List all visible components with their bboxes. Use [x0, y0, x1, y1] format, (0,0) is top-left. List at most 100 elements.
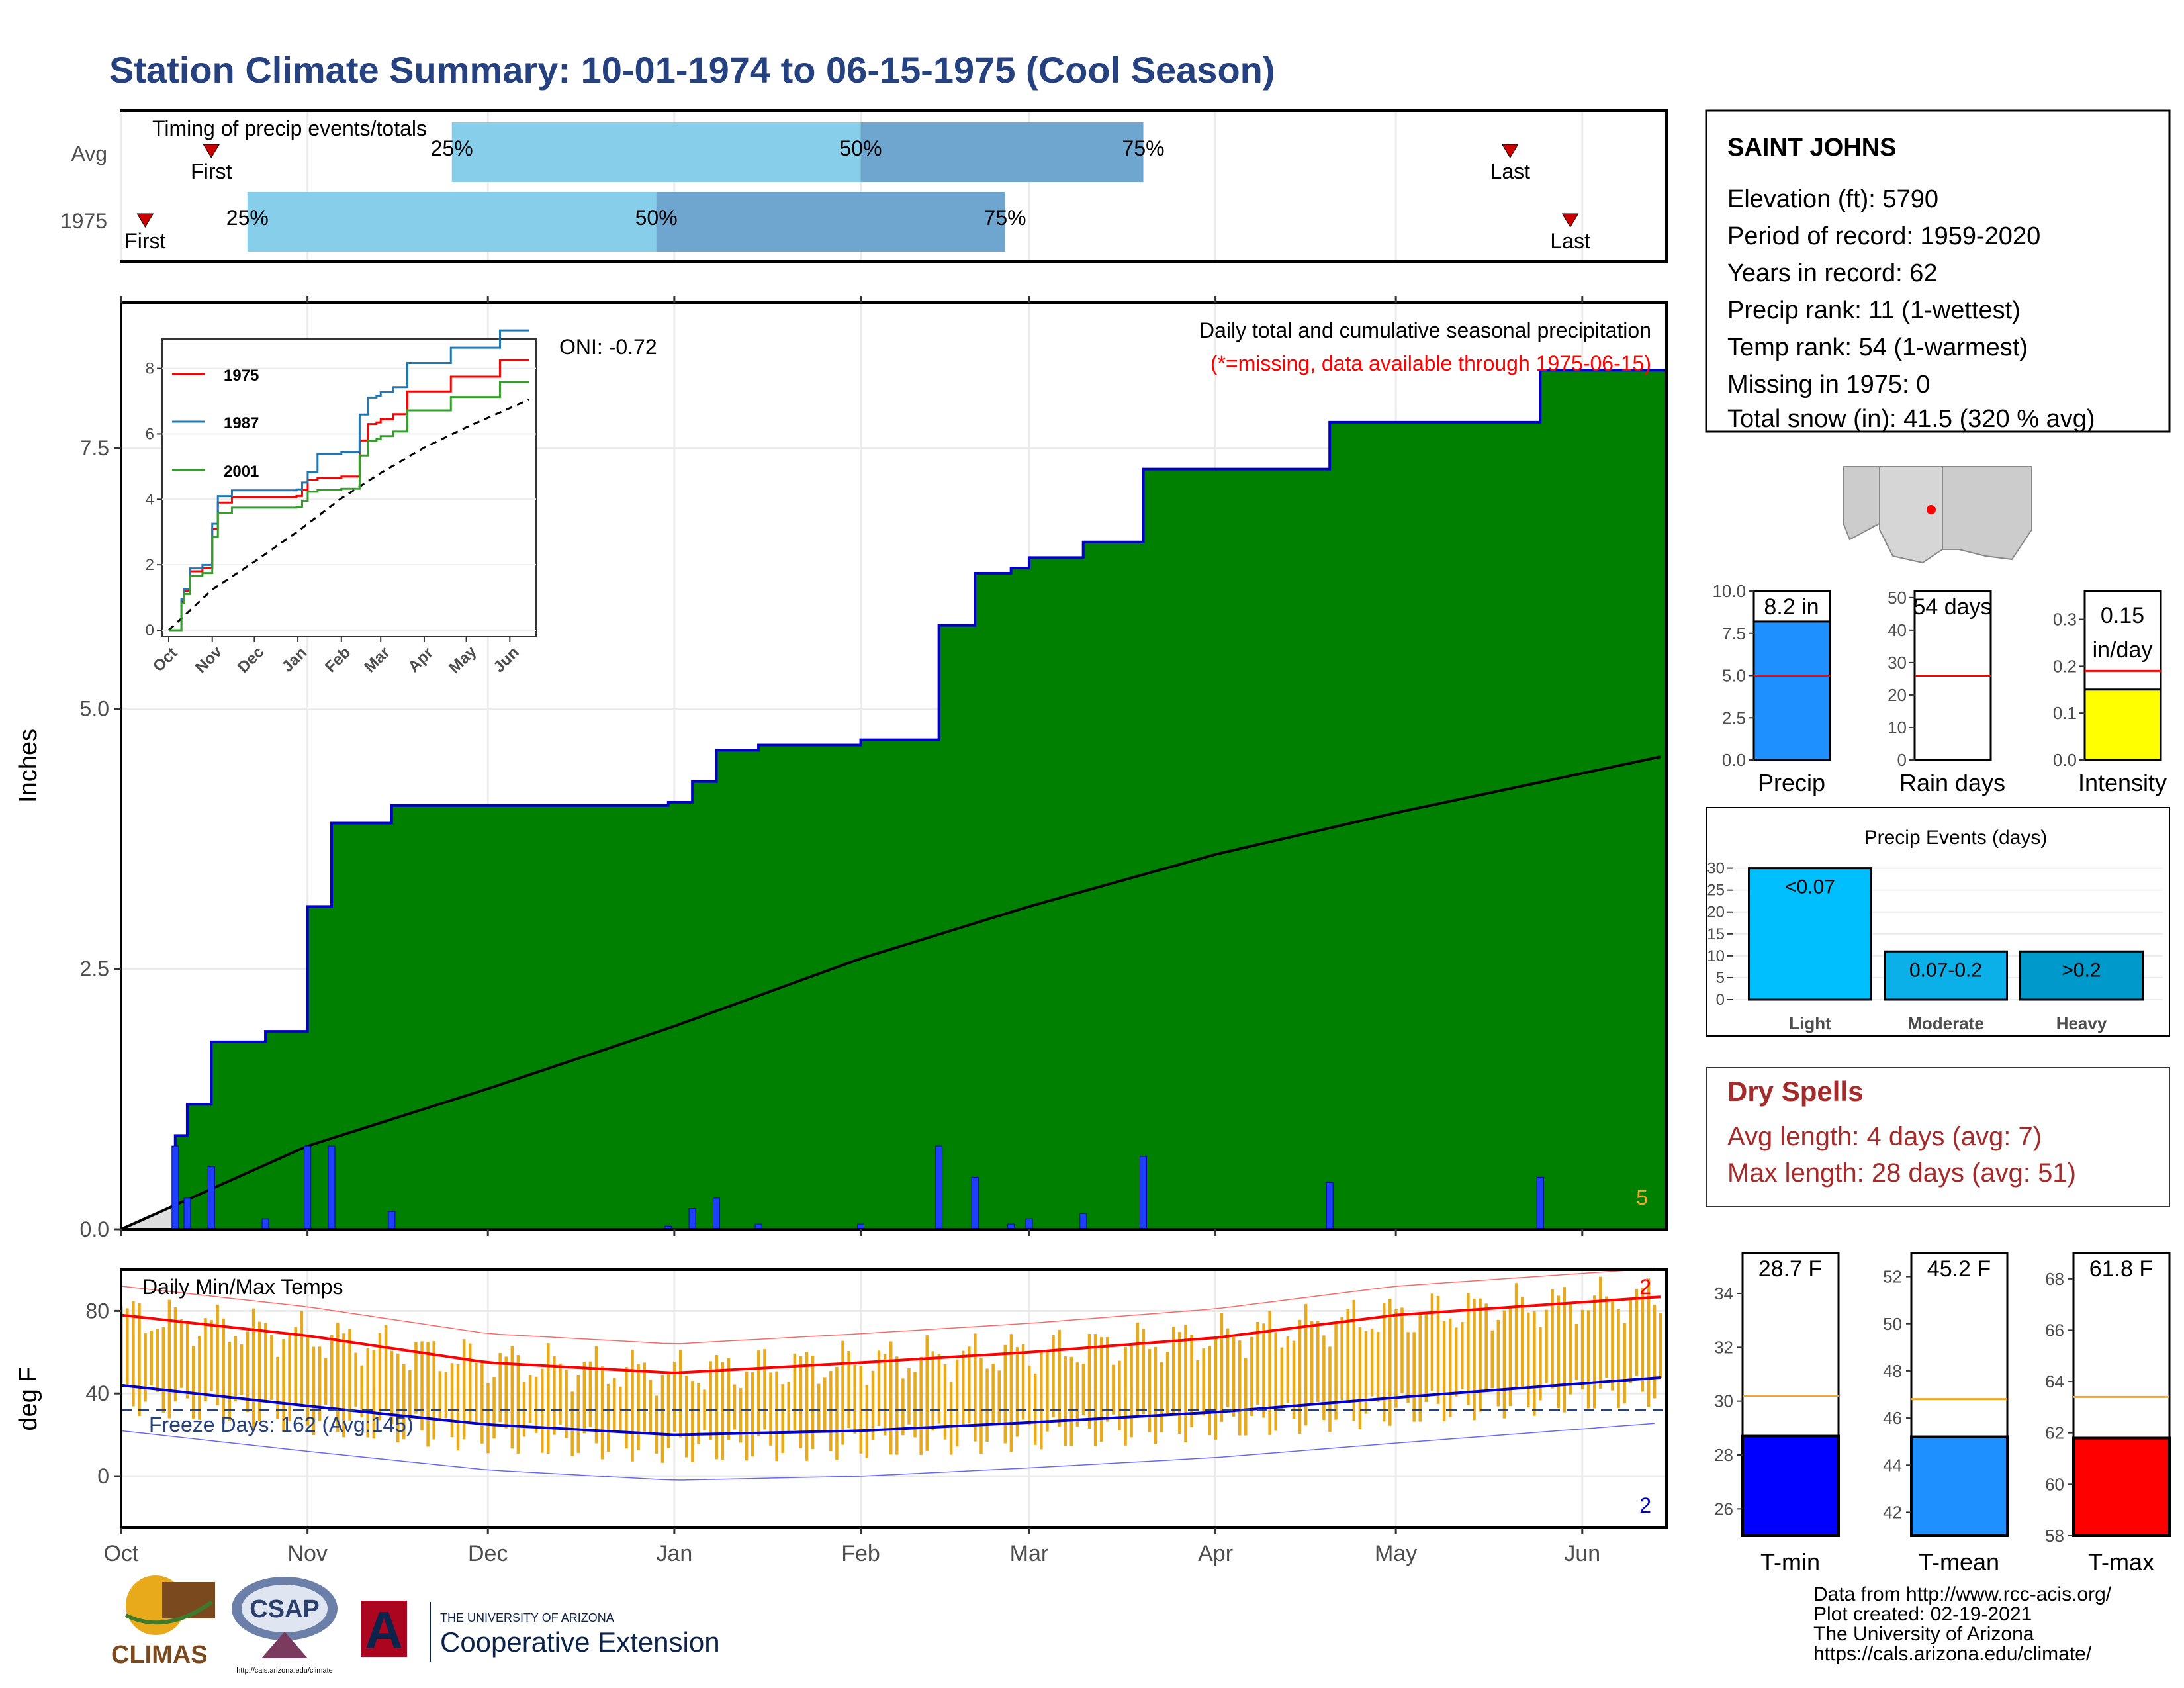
daily-temp-bar	[709, 1361, 712, 1440]
daily-temp-bar	[1286, 1336, 1290, 1403]
events-tick-label: 20	[1707, 904, 1725, 921]
inset-legend: 1975 1987 2001	[172, 367, 259, 481]
daily-temp-bar	[570, 1391, 574, 1457]
timing-pct-25: 25%	[431, 136, 473, 160]
ua-logo-letter: A	[365, 1601, 403, 1660]
daily-temp-bar	[877, 1350, 881, 1427]
daily-temp-bar	[1292, 1340, 1296, 1419]
temp-xtick-label: Jun	[1564, 1541, 1600, 1566]
daily-temp-bar	[348, 1329, 351, 1421]
daily-precip-bar	[328, 1145, 336, 1230]
daily-temp-bar	[354, 1352, 357, 1407]
precip-summary-bars: 0.0 2.5 5.0 7.5 10.0 0 10 20 30 40 50 0.0 0.1 0.2 0.3	[1712, 581, 2162, 770]
events-tick-label: 15	[1707, 925, 1725, 943]
dry-spells-title: Dry Spells	[1727, 1076, 1863, 1107]
daily-temp-bar	[685, 1375, 688, 1458]
daily-temp-bar	[192, 1345, 195, 1419]
daily-temp-bar	[769, 1372, 772, 1446]
daily-temp-bar	[1334, 1321, 1338, 1420]
daily-temp-bar	[1514, 1283, 1518, 1387]
daily-temp-bar	[781, 1384, 784, 1453]
daily-temp-bar	[672, 1362, 676, 1432]
inset-ytick-label: 8	[146, 360, 154, 378]
daily-temp-bar	[949, 1382, 953, 1455]
tmin-tick-label: 28	[1714, 1445, 1733, 1465]
daily-temp-bar	[606, 1383, 610, 1452]
temp-xtick-label: May	[1375, 1541, 1417, 1566]
daily-temp-bar	[1539, 1327, 1542, 1401]
events-category-label: Moderate	[1907, 1013, 1984, 1033]
daily-temp-bar	[565, 1369, 568, 1438]
daily-temp-bar	[1551, 1289, 1554, 1389]
temp-xtick-label: Apr	[1198, 1541, 1233, 1566]
first-marker	[203, 144, 220, 158]
timing-bar-25-50	[247, 192, 657, 252]
temp-frame-bg	[121, 1270, 1666, 1528]
daily-temp-bar	[919, 1356, 923, 1456]
daily-temp-bar	[715, 1355, 718, 1460]
daily-temp-bar	[1569, 1303, 1572, 1395]
daily-temp-bar	[432, 1341, 435, 1440]
events-bar	[1748, 867, 1872, 1001]
tmean-bar-name: T-mean	[1919, 1548, 1999, 1575]
daily-temp-bar	[1202, 1348, 1205, 1416]
events-title: Precip Events (days)	[1864, 827, 2048, 849]
daily-temp-bar	[559, 1363, 562, 1425]
ua-logo: A THE UNIVERSITY OF ARIZONA Cooperative …	[361, 1601, 720, 1662]
daily-temp-bar	[438, 1371, 442, 1421]
tmean-tick-label: 48	[1883, 1361, 1902, 1381]
daily-temp-bar	[216, 1304, 219, 1405]
daily-temp-bar	[534, 1376, 538, 1433]
daily-temp-bar	[1508, 1306, 1512, 1407]
daily-temp-bar	[257, 1321, 261, 1421]
temp-xtick-label: Jan	[656, 1541, 692, 1566]
daily-temp-bar	[871, 1370, 875, 1440]
timing-pct-50: 50%	[635, 206, 678, 230]
daily-temp-bar	[366, 1348, 370, 1438]
daily-temp-bar	[1653, 1304, 1657, 1399]
tmean-tick-label: 42	[1883, 1502, 1902, 1522]
daily-temp-bar	[678, 1349, 682, 1438]
daily-temp-bar	[660, 1374, 664, 1463]
daily-temp-bar	[492, 1377, 496, 1439]
temp-xtick-label: Feb	[841, 1541, 880, 1566]
daily-temp-bar	[588, 1361, 592, 1427]
daily-temp-bar	[456, 1364, 460, 1450]
daily-temp-bar	[631, 1349, 634, 1462]
daily-temp-bar	[1490, 1330, 1494, 1389]
daily-temp-bar	[528, 1375, 532, 1423]
daily-temp-bar	[1142, 1329, 1146, 1415]
dry-spells-box: Dry Spells Avg length: 4 days (avg: 7) M…	[1706, 1067, 2170, 1207]
station-line-period: Period of record: 1959-2020	[1727, 222, 2040, 250]
daily-temp-bar	[1455, 1327, 1458, 1397]
daily-temp-bar	[600, 1366, 604, 1460]
daily-temp-bar	[1154, 1346, 1158, 1444]
timing-pct-75: 75%	[984, 206, 1026, 230]
daily-temp-bar	[931, 1351, 935, 1431]
daily-temp-bar	[300, 1311, 304, 1406]
csap-url-text: http://cals.arizona.edu/climate	[236, 1667, 333, 1675]
daily-temp-bar	[246, 1331, 250, 1413]
raindays-tick-label: 40	[1888, 620, 1907, 640]
daily-temp-bar	[1484, 1303, 1488, 1392]
daily-precip-bar	[183, 1197, 191, 1230]
daily-temp-bar	[342, 1333, 345, 1438]
daily-temp-bar	[925, 1335, 929, 1451]
daily-temp-bar	[1190, 1335, 1193, 1427]
daily-temp-bar	[414, 1342, 418, 1414]
daily-precip-bar	[171, 1145, 179, 1230]
daily-temp-bar	[1635, 1289, 1639, 1376]
daily-temp-bar	[1580, 1309, 1584, 1389]
inset-ytick-label: 0	[146, 622, 154, 639]
temp-summary-bars: 26 28 30 32 34 42 44 46 48 50 52 58 60 62 64 66 68	[1714, 1252, 2171, 1546]
daily-temp-bar	[763, 1349, 766, 1430]
last-marker	[1501, 144, 1519, 158]
events-bar-label: <0.07	[1785, 876, 1835, 898]
tmax-record-line	[120, 1268, 1655, 1344]
daily-temp-bar	[553, 1356, 556, 1435]
events-bar-label: 0.07-0.2	[1909, 959, 1982, 981]
daily-temp-bar	[1479, 1298, 1482, 1412]
timing-pct-25: 25%	[226, 206, 269, 230]
events-category-label: Heavy	[2056, 1013, 2107, 1033]
